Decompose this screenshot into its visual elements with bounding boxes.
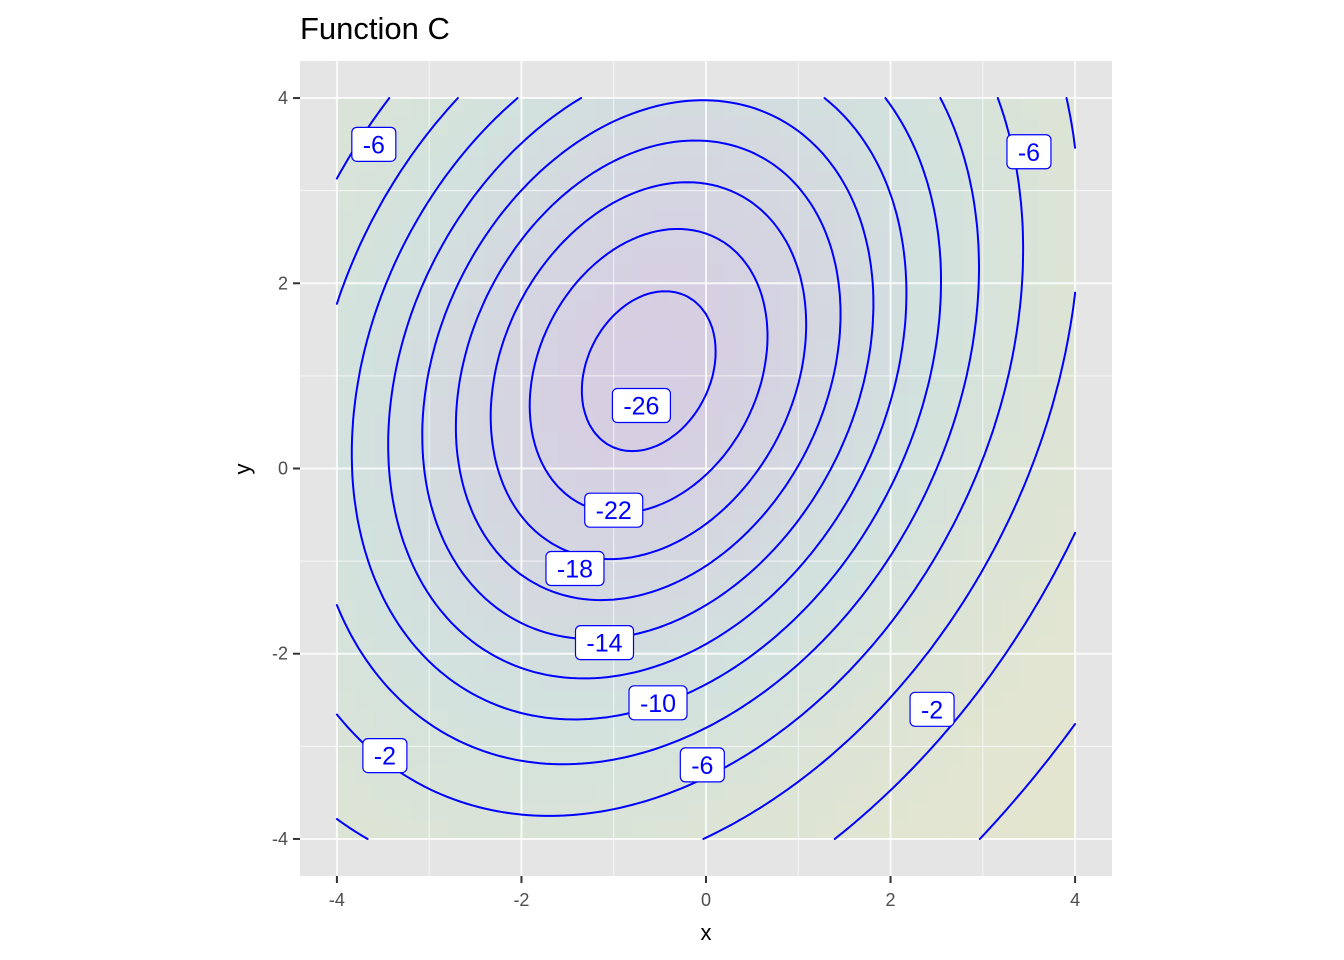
x-axis-title: x — [701, 920, 712, 945]
contour-label-text: -6 — [1018, 139, 1040, 167]
y-tick-label: 4 — [278, 88, 288, 108]
contour-line-neg16 — [387, 97, 908, 680]
contour-label: -22 — [584, 492, 644, 528]
contour-labels: -6 -6 -26 -22 -18 -14 -10 -6 -2 -2 — [351, 126, 1052, 783]
contour-label: -6 — [351, 126, 397, 162]
x-tick-label: -2 — [513, 890, 529, 910]
contour-label-text: -10 — [640, 690, 676, 718]
contour-line-neg8 — [335, 97, 1077, 840]
contour-label-text: -26 — [623, 393, 659, 421]
axes: -4 -2 0 2 4 -4 -2 0 2 4 — [272, 88, 1080, 910]
contour-line-neg12 — [335, 97, 980, 766]
y-tick-label: -4 — [272, 829, 288, 849]
contour-line-neg6 — [833, 531, 1077, 840]
contour-line-neg18 — [421, 99, 875, 641]
contour-line-neg4 — [978, 723, 1077, 840]
contour-label: -6 — [679, 747, 725, 783]
contour-label-box — [574, 625, 635, 661]
x-tick-label: -4 — [329, 890, 345, 910]
contour-label: -14 — [574, 625, 635, 661]
contour-label-box — [628, 685, 688, 721]
contour-label-text: -2 — [374, 743, 396, 771]
y-tick-label: 0 — [278, 459, 288, 479]
x-tick-label: 2 — [886, 890, 896, 910]
contour-label-text: -22 — [596, 497, 632, 525]
contour-label-text: -6 — [691, 752, 713, 780]
contour-label-box — [611, 387, 672, 424]
x-tick-label: 4 — [1070, 890, 1080, 910]
contour-label-text: -6 — [363, 131, 385, 159]
y-tick-label: 2 — [278, 273, 288, 293]
contour-label-text: -14 — [586, 630, 622, 658]
contour-label-box — [1006, 134, 1052, 170]
contour-label-text: -18 — [557, 556, 593, 584]
y-tick-label: -2 — [272, 644, 288, 664]
contour-label: -2 — [909, 691, 955, 727]
chart-title: Function C — [300, 11, 450, 46]
x-tick-label: 0 — [701, 890, 711, 910]
contour-line-neg20 — [454, 139, 842, 602]
contour-label: -2 — [362, 738, 408, 774]
contour-label: -18 — [545, 550, 605, 587]
contour-label-box — [545, 550, 605, 587]
contour-label-box — [351, 126, 397, 162]
contour-label-box — [584, 492, 644, 528]
contour-label: -10 — [628, 685, 688, 721]
contour-label: -26 — [611, 387, 672, 424]
contour-line-neg26 — [580, 290, 717, 453]
y-axis-title: y — [230, 464, 255, 475]
contour-label-box — [909, 691, 955, 727]
contour-label-text: -2 — [921, 696, 943, 724]
contour-label-box — [679, 747, 725, 783]
contour-label-box — [362, 738, 408, 774]
contour-label: -6 — [1006, 134, 1052, 170]
